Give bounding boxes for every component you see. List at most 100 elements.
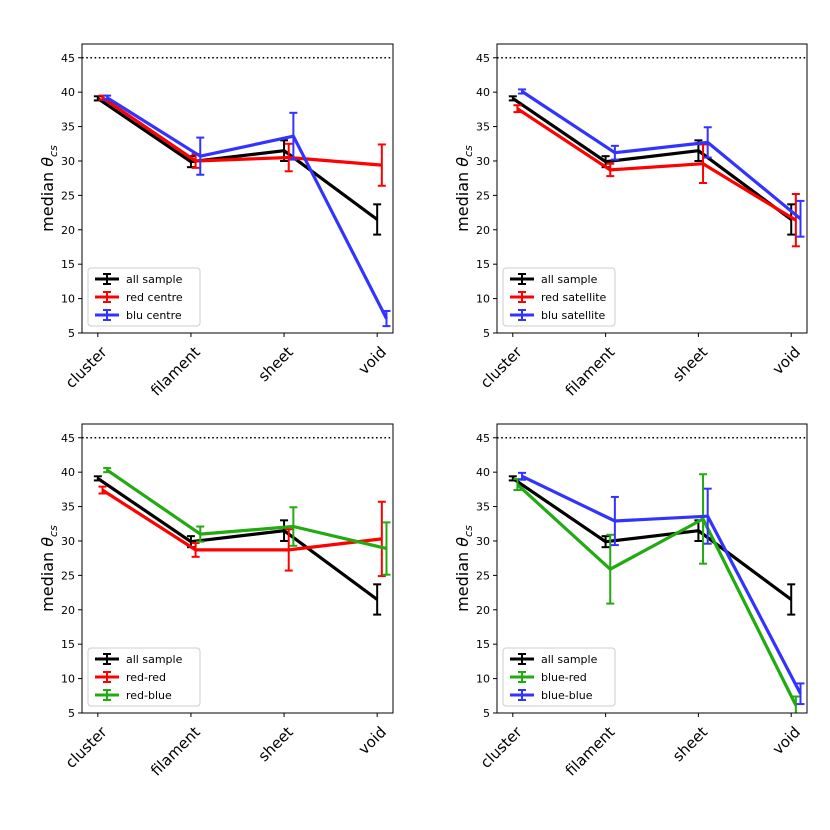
legend-label: blue-blue [541, 689, 593, 702]
y-tick-label: 45 [476, 432, 490, 445]
y-tick-label: 35 [61, 121, 75, 134]
error-bar [373, 583, 382, 616]
y-tick-label: 25 [61, 189, 75, 202]
y-tick-label: 45 [476, 52, 490, 65]
y-axis-label: median θcs [38, 525, 60, 612]
x-tick-label: sheet [255, 723, 297, 765]
error-bar [103, 94, 112, 101]
x-tick-label: cluster [62, 342, 111, 391]
y-axis-label-text: median [38, 167, 57, 232]
legend-label: red centre [126, 291, 183, 304]
error-bar [610, 495, 619, 547]
plot-area [93, 467, 391, 616]
error-bar [284, 142, 293, 173]
series-line-3 [106, 96, 388, 320]
legend-handle [510, 291, 534, 303]
legend-label: blu centre [126, 309, 182, 322]
y-tick-label: 30 [476, 535, 490, 548]
error-bar [93, 475, 102, 482]
series-line-2 [101, 488, 382, 552]
x-tick-label: sheet [669, 343, 711, 385]
legend-box [87, 647, 201, 707]
y-axis-label: median θcs [453, 525, 475, 612]
y-tick-label: 5 [68, 707, 75, 720]
legend: all sample red centre blu centre [87, 267, 201, 327]
y-tick-label: 25 [476, 189, 490, 202]
axes-frame [496, 423, 808, 714]
series-line-2 [516, 107, 797, 222]
error-bar [796, 199, 805, 238]
x-tick-label: filament [562, 343, 619, 400]
error-bar [284, 528, 293, 572]
axes-frame [81, 43, 394, 334]
series-line-1 [511, 97, 793, 221]
error-bar [699, 473, 708, 565]
legend-label: red-red [126, 671, 166, 684]
x-tick-label: sheet [669, 723, 711, 765]
y-tick-label: 30 [61, 535, 75, 548]
error-bar [791, 193, 800, 248]
y-tick-label: 35 [476, 121, 490, 134]
x-tick-label: cluster [62, 722, 111, 771]
y-tick-label: 35 [476, 501, 490, 514]
error-bar [196, 525, 205, 543]
y-tick-label: 45 [61, 432, 75, 445]
y-tick-label: 45 [61, 52, 75, 65]
y-axis-label-text: median [453, 547, 472, 612]
legend-handle [95, 653, 119, 665]
y-tick-label: 5 [483, 327, 490, 340]
y-tick-label: 40 [61, 466, 75, 479]
error-bar [791, 695, 800, 713]
legend-label: all sample [126, 273, 183, 286]
y-tick-label: 30 [61, 155, 75, 168]
y-tick-label: 20 [476, 604, 490, 617]
error-bar [610, 144, 619, 161]
series-line-2 [516, 483, 798, 707]
series-line-1 [96, 97, 379, 221]
series-line-2 [101, 96, 382, 167]
error-bar [280, 519, 289, 542]
panel-2: 5 10 15 20 25 30 35 40 45 cluster filament sheet voi… [453, 43, 808, 400]
y-axis-label-symbol: θ [38, 157, 57, 167]
error-bar [103, 467, 112, 474]
legend-handle [510, 309, 534, 321]
plot-area [508, 471, 805, 713]
legend-handle [95, 273, 119, 285]
y-axis-label-symbol: θ [38, 537, 57, 547]
axes-frame [496, 43, 808, 334]
legend: all sample red satellite blu satellite [502, 267, 616, 327]
y-tick-label: 25 [61, 569, 75, 582]
series-line-1 [96, 477, 379, 601]
legend-box [502, 267, 616, 327]
legend-label: all sample [541, 653, 598, 666]
error-bar [601, 535, 610, 549]
x-tick-label: cluster [477, 342, 526, 391]
error-bar [289, 506, 298, 547]
legend-label: red satellite [541, 291, 607, 304]
y-tick-label: 30 [476, 155, 490, 168]
y-axis-label-symbol: θ [453, 537, 472, 547]
y-tick-label: 15 [476, 258, 490, 271]
legend-handle [95, 291, 119, 303]
legend-label: blue-red [541, 671, 587, 684]
error-bar [377, 143, 386, 187]
y-axis-label-text: median [453, 167, 472, 232]
error-bar [508, 95, 517, 102]
y-tick-label: 5 [68, 327, 75, 340]
y-tick-label: 20 [476, 224, 490, 237]
x-tick-label: filament [147, 723, 204, 780]
error-bar [787, 583, 796, 616]
legend-handle [510, 653, 534, 665]
error-bar [606, 162, 615, 178]
error-bar [196, 136, 205, 176]
y-tick-label: 35 [61, 501, 75, 514]
y-tick-label: 10 [61, 293, 75, 306]
legend-handle [510, 671, 534, 683]
x-tick-label: sheet [255, 343, 297, 385]
y-tick-label: 15 [61, 258, 75, 271]
legend-label: blu satellite [541, 309, 606, 322]
y-tick-label: 25 [476, 569, 490, 582]
error-bar [373, 203, 382, 236]
error-bar [508, 475, 517, 482]
